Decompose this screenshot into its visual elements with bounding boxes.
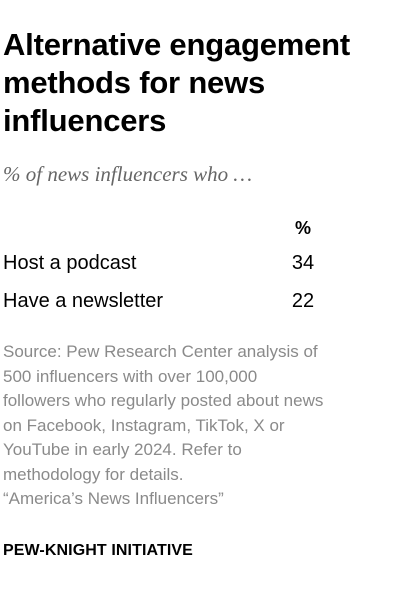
- source-line: Source: Pew Research Center analysis of: [3, 342, 318, 361]
- table-row: Have a newsletter 22: [0, 286, 400, 320]
- table-row: Host a podcast 34: [0, 248, 400, 282]
- row-value: 22: [291, 290, 315, 312]
- source-line: 500 influencers with over 100,000: [3, 366, 258, 386]
- organization-label: PEW-KNIGHT INITIATIVE: [3, 542, 193, 559]
- source-note: Source: Pew Research Center analysis of 5…: [3, 340, 397, 512]
- row-value: 34: [291, 252, 315, 274]
- source-line: “America’s News Influencers”: [3, 489, 224, 508]
- chart-title: Alternative engagement methods for news …: [3, 27, 351, 138]
- source-line: followers who regularly posted about new…: [3, 391, 324, 410]
- column-header-percent: %: [294, 218, 311, 238]
- row-label: Have a newsletter: [3, 290, 164, 312]
- row-label: Host a podcast: [3, 252, 137, 274]
- source-line: on Facebook, Instagram, TikTok, X or: [3, 415, 285, 435]
- source-line: YouTube in early 2024. Refer to: [3, 440, 242, 459]
- chart-subtitle: % of news influencers who …: [3, 162, 253, 186]
- source-line: methodology for details.: [3, 464, 184, 484]
